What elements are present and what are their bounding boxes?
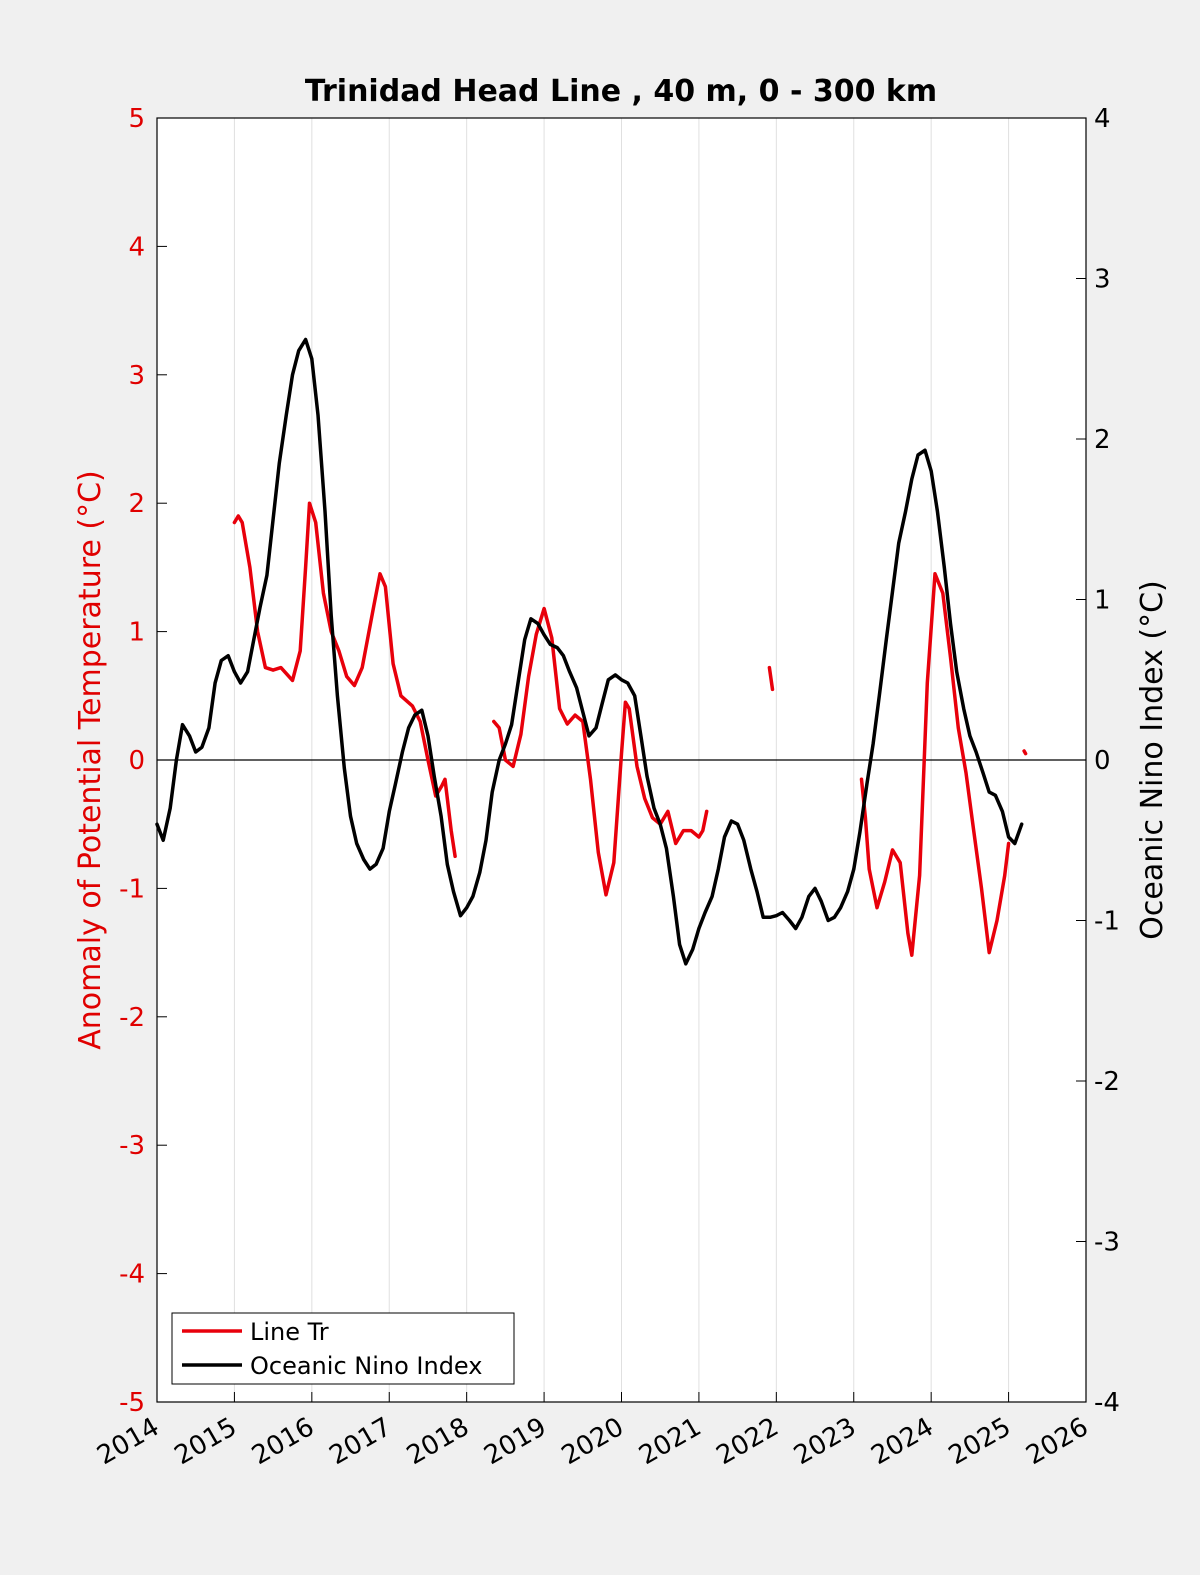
right-axis-label: Oceanic Nino Index (°C) <box>1135 580 1170 940</box>
left-tick-label--3: -3 <box>119 1131 145 1161</box>
series-line-tr-segment-3 <box>859 572 1011 957</box>
right-tick-label--4: -4 <box>1094 1388 1120 1418</box>
series-line-tr-segment-4 <box>1022 749 1028 756</box>
series-line-tr-segment-0 <box>232 501 457 859</box>
right-tick-label-2: 2 <box>1094 425 1111 455</box>
legend-label-line-tr: Line Tr <box>250 1318 329 1346</box>
legend: Line Tr Oceanic Nino Index <box>171 1312 515 1385</box>
left-axis-label: Anomaly of Potential Temperature (°C) <box>73 470 108 1049</box>
right-tick-label-0: 0 <box>1094 746 1111 776</box>
series-line-tr-segment-1 <box>492 606 709 897</box>
right-tick-label-1: 1 <box>1094 586 1111 616</box>
left-tick-label-4: 4 <box>128 232 145 262</box>
left-tick-label-2: 2 <box>128 489 145 519</box>
left-tick-label-0: 0 <box>128 746 145 776</box>
left-axis: 5 4 3 2 1 0 -1 -2 -3 -4 -5 <box>119 104 167 1418</box>
left-tick-label-3: 3 <box>128 361 145 391</box>
legend-box <box>171 1312 515 1385</box>
right-tick-label-3: 3 <box>1094 265 1111 295</box>
right-tick-label--3: -3 <box>1094 1228 1120 1258</box>
left-tick-label--4: -4 <box>119 1260 145 1290</box>
left-tick-label--1: -1 <box>119 874 145 904</box>
left-tick-label--5: -5 <box>119 1388 145 1418</box>
legend-label-oni: Oceanic Nino Index <box>250 1352 482 1380</box>
series-line-tr-segment-2 <box>767 665 775 692</box>
series-oni-segment-0 <box>155 337 1024 966</box>
series-layer <box>155 337 1028 966</box>
left-tick-label-1: 1 <box>128 618 145 648</box>
left-tick-label--2: -2 <box>119 1003 145 1033</box>
right-tick-label--1: -1 <box>1094 907 1120 937</box>
right-tick-label--2: -2 <box>1094 1067 1120 1097</box>
right-axis: 4 3 2 1 0 -1 -2 -3 -4 <box>1076 104 1120 1418</box>
chart-title: Trinidad Head Line , 40 m, 0 - 300 km <box>305 74 937 109</box>
left-tick-label-5: 5 <box>128 104 145 134</box>
right-tick-label-4: 4 <box>1094 104 1111 134</box>
